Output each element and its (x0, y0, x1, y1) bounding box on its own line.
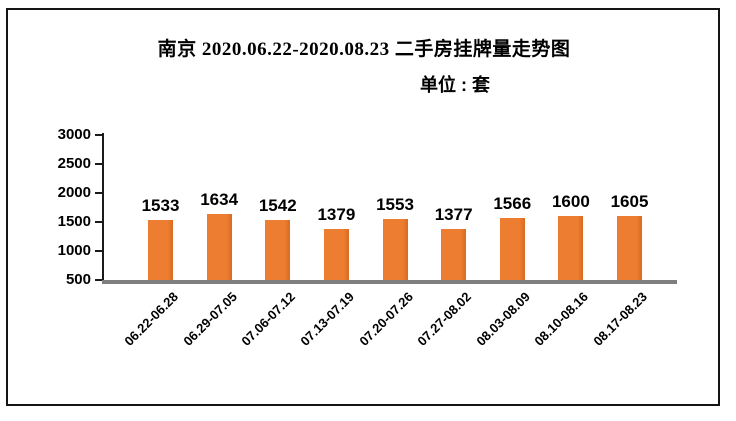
chart-frame (6, 8, 720, 406)
y-axis-line (102, 133, 104, 284)
bar-value-label: 1377 (434, 205, 473, 225)
bar-value-label: 1605 (610, 191, 649, 211)
bar (323, 229, 349, 280)
y-tick (95, 192, 102, 194)
unit-label: 单位 : 套 (420, 75, 490, 95)
bar-value-label: 1553 (376, 194, 414, 214)
bar-value-label: 1533 (141, 196, 180, 216)
bar (265, 219, 291, 280)
bar (148, 220, 173, 280)
y-tick-label: 2500 (57, 155, 91, 172)
x-axis-baseline (102, 280, 677, 284)
bar (558, 216, 584, 280)
bar (382, 218, 408, 280)
bar-value-label: 1542 (258, 195, 297, 215)
y-tick-label: 2000 (57, 184, 91, 201)
bar-value-label: 1379 (317, 205, 356, 225)
y-tick (95, 163, 102, 165)
bar (499, 218, 525, 280)
bar (617, 215, 642, 280)
y-tick-label: 3000 (57, 126, 91, 143)
bar-value-label: 1600 (551, 192, 590, 212)
y-tick-label: 1000 (57, 242, 91, 259)
y-tick-label: 500 (65, 271, 91, 288)
y-tick (95, 279, 102, 281)
y-tick (95, 134, 102, 136)
bar (206, 214, 232, 280)
bar-value-label: 1566 (493, 194, 532, 214)
bar (441, 229, 467, 280)
y-tick (95, 250, 102, 252)
y-tick (95, 221, 102, 223)
y-tick-label: 1500 (57, 213, 91, 230)
bar-value-label: 1634 (200, 190, 239, 210)
chart-title: 南京 2020.06.22-2020.08.23 二手房挂牌量走势图 (157, 39, 571, 60)
